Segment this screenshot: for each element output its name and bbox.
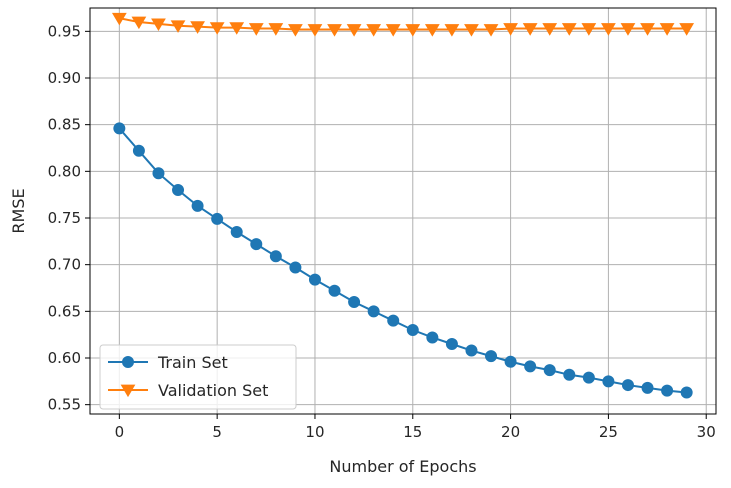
data-point — [659, 23, 675, 36]
series-validation — [111, 12, 695, 37]
x-tick-label: 30 — [697, 423, 716, 441]
data-point — [640, 23, 655, 36]
data-point — [601, 23, 616, 36]
data-point — [170, 20, 186, 33]
data-point — [289, 261, 302, 274]
data-point — [680, 386, 693, 399]
data-point — [367, 305, 380, 318]
data-point — [387, 314, 400, 327]
data-point — [250, 238, 263, 251]
data-point — [288, 24, 303, 37]
data-point — [190, 21, 205, 34]
data-point — [561, 23, 577, 36]
data-point — [131, 16, 147, 30]
y-tick-label: 0.65 — [48, 302, 81, 320]
data-point — [641, 381, 654, 394]
plot-frame — [89, 7, 717, 415]
legend-label: Train Set — [157, 353, 228, 372]
data-point — [385, 24, 401, 37]
data-point — [524, 360, 537, 373]
legend: Train Set Validation Set — [99, 344, 297, 410]
data-point — [465, 344, 478, 357]
data-point — [582, 371, 595, 384]
data-point — [445, 338, 458, 350]
data-point — [424, 24, 440, 37]
grid — [90, 8, 716, 414]
legend-entry: Train Set — [108, 353, 228, 372]
legend-label: Validation Set — [158, 381, 268, 400]
y-tick-label: 0.70 — [48, 256, 81, 274]
data-point — [522, 23, 538, 36]
series — [111, 12, 695, 399]
data-point — [132, 144, 145, 157]
data-point — [248, 23, 264, 36]
axis-ticks: 0 5 10 15 20 25 30 0.55 0.60 0.65 0.70 0.75 0.80 0.85… — [48, 22, 716, 441]
x-tick-label: 10 — [305, 423, 324, 441]
data-point — [348, 296, 361, 308]
x-tick-label: 15 — [403, 423, 422, 441]
data-point — [602, 375, 615, 388]
y-tick-label: 0.75 — [48, 209, 81, 227]
data-point — [581, 23, 597, 36]
data-point — [191, 199, 204, 212]
data-point — [151, 18, 166, 32]
data-point — [229, 22, 245, 35]
data-point — [620, 23, 636, 36]
data-point — [426, 331, 439, 344]
y-tick-label: 0.90 — [48, 69, 81, 87]
legend-marker — [122, 356, 134, 368]
data-point — [172, 184, 185, 196]
data-point — [485, 350, 498, 363]
data-point — [308, 273, 321, 286]
data-point — [346, 24, 362, 37]
data-point — [209, 22, 225, 35]
data-point — [111, 12, 127, 26]
data-point — [269, 250, 282, 263]
data-point — [542, 23, 558, 36]
data-point — [483, 24, 499, 37]
series-train — [113, 122, 693, 399]
x-tick-label: 0 — [115, 423, 125, 441]
data-point — [563, 368, 576, 381]
x-tick-label: 5 — [212, 423, 222, 441]
data-point — [211, 212, 224, 225]
data-point — [543, 364, 556, 377]
data-point — [268, 23, 284, 36]
data-point — [307, 24, 323, 37]
y-axis-label: RMSE — [9, 188, 28, 233]
y-tick-label: 0.85 — [48, 116, 81, 134]
data-point — [113, 122, 126, 135]
data-point — [405, 24, 421, 37]
y-tick-label: 0.95 — [48, 22, 81, 40]
legend-box — [99, 344, 297, 410]
data-point — [444, 24, 460, 37]
data-point — [152, 167, 165, 180]
x-axis-label: Number of Epochs — [329, 457, 476, 476]
data-point — [406, 324, 419, 336]
data-point — [366, 24, 382, 37]
y-tick-label: 0.80 — [48, 162, 81, 180]
data-point — [327, 24, 342, 37]
data-point — [503, 23, 518, 36]
data-point — [328, 284, 341, 297]
x-tick-label: 20 — [501, 423, 520, 441]
x-tick-label: 25 — [599, 423, 618, 441]
y-tick-label: 0.55 — [48, 396, 81, 414]
data-point — [230, 226, 243, 238]
data-point — [504, 355, 517, 368]
data-point — [661, 384, 674, 397]
y-tick-label: 0.60 — [48, 349, 81, 367]
data-point — [464, 24, 479, 37]
legend-marker — [120, 384, 136, 398]
legend-entry: Validation Set — [108, 381, 268, 400]
data-point — [621, 379, 634, 392]
data-point — [679, 23, 695, 36]
